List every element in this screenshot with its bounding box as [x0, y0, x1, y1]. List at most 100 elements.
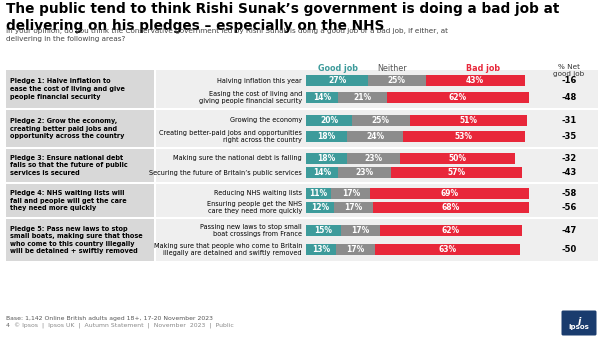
- Text: -16: -16: [561, 76, 577, 85]
- Bar: [306, 167, 338, 178]
- Bar: [375, 244, 520, 255]
- Bar: [341, 225, 380, 236]
- Text: Pledge 3: Ensure national debt
falls so that the future of public
services is se: Pledge 3: Ensure national debt falls so …: [10, 155, 128, 176]
- Bar: [426, 75, 524, 86]
- Text: 15%: 15%: [314, 226, 332, 235]
- Bar: [306, 202, 334, 213]
- Bar: [403, 131, 524, 142]
- Text: 14%: 14%: [313, 93, 331, 102]
- Text: 12%: 12%: [311, 203, 329, 212]
- Text: 53%: 53%: [455, 132, 473, 141]
- Text: i: i: [577, 317, 581, 327]
- Text: 63%: 63%: [438, 245, 456, 254]
- Text: 62%: 62%: [442, 226, 460, 235]
- Text: 69%: 69%: [441, 189, 459, 198]
- Text: Good job: Good job: [318, 64, 358, 73]
- Text: 27%: 27%: [328, 76, 346, 85]
- Text: ipsos: ipsos: [568, 324, 589, 330]
- Bar: [338, 92, 386, 103]
- Bar: [306, 75, 368, 86]
- Bar: [306, 115, 352, 126]
- Text: -32: -32: [562, 154, 577, 163]
- Text: 50%: 50%: [449, 154, 467, 163]
- Text: 17%: 17%: [342, 189, 360, 198]
- Text: In your opinion, do you think the Conservative government led by Rishi Sunak is : In your opinion, do you think the Conser…: [6, 28, 448, 42]
- Bar: [6, 219, 154, 261]
- Bar: [334, 202, 373, 213]
- Text: 24%: 24%: [366, 132, 384, 141]
- Text: 25%: 25%: [372, 116, 389, 125]
- Text: -31: -31: [562, 116, 577, 125]
- Bar: [391, 167, 522, 178]
- Text: 14%: 14%: [313, 168, 331, 177]
- Bar: [347, 153, 400, 164]
- Text: % Net
good job: % Net good job: [553, 64, 585, 77]
- Text: Making sure that people who come to Britain
illegally are detained and swiftly r: Making sure that people who come to Brit…: [154, 243, 302, 256]
- Text: 18%: 18%: [318, 132, 336, 141]
- Bar: [156, 149, 598, 182]
- Text: 11%: 11%: [309, 189, 327, 198]
- Bar: [336, 244, 375, 255]
- Text: -47: -47: [562, 226, 577, 235]
- Bar: [331, 188, 370, 199]
- Text: Reducing NHS waiting lists: Reducing NHS waiting lists: [214, 190, 302, 196]
- Text: Base: 1,142 Online British adults aged 18+, 17-20 November 2023: Base: 1,142 Online British adults aged 1…: [6, 316, 213, 321]
- Bar: [6, 149, 154, 182]
- Text: Securing the future of Britain’s public services: Securing the future of Britain’s public …: [149, 170, 302, 176]
- Text: 18%: 18%: [318, 154, 336, 163]
- Text: Halving inflation this year: Halving inflation this year: [217, 78, 302, 83]
- Text: 17%: 17%: [351, 226, 369, 235]
- Text: -56: -56: [561, 203, 577, 212]
- Bar: [6, 110, 154, 147]
- FancyBboxPatch shape: [562, 311, 597, 336]
- Bar: [338, 167, 391, 178]
- Text: Making sure the national debt is falling: Making sure the national debt is falling: [173, 155, 302, 161]
- Text: 13%: 13%: [312, 245, 330, 254]
- Text: 17%: 17%: [344, 203, 362, 212]
- Text: 21%: 21%: [353, 93, 371, 102]
- Bar: [306, 131, 347, 142]
- Bar: [368, 75, 426, 86]
- Text: -35: -35: [562, 132, 577, 141]
- Bar: [352, 115, 409, 126]
- Bar: [6, 70, 154, 108]
- Bar: [306, 244, 336, 255]
- Bar: [409, 115, 527, 126]
- Bar: [370, 188, 529, 199]
- Bar: [380, 225, 522, 236]
- Bar: [6, 184, 154, 217]
- Text: -48: -48: [562, 93, 577, 102]
- Bar: [156, 219, 598, 261]
- Text: 68%: 68%: [442, 203, 460, 212]
- Text: 23%: 23%: [356, 168, 374, 177]
- Text: 51%: 51%: [459, 116, 477, 125]
- Text: Passing new laws to stop small
boat crossings from France: Passing new laws to stop small boat cros…: [200, 224, 302, 237]
- Text: Bad job: Bad job: [466, 64, 500, 73]
- Bar: [373, 202, 529, 213]
- Text: 17%: 17%: [346, 245, 365, 254]
- Text: 20%: 20%: [320, 116, 338, 125]
- Text: 23%: 23%: [365, 154, 383, 163]
- Text: 4: 4: [6, 323, 10, 328]
- Text: Pledge 5: Pass new laws to stop
small boats, making sure that those
who come to : Pledge 5: Pass new laws to stop small bo…: [10, 226, 143, 254]
- Text: © Ipsos  |  Ipsos UK  |  Autumn Statement  |  November  2023  |  Public: © Ipsos | Ipsos UK | Autumn Statement | …: [14, 323, 234, 329]
- Bar: [306, 188, 331, 199]
- Text: 62%: 62%: [448, 93, 467, 102]
- Bar: [156, 110, 598, 147]
- Text: Growing the economy: Growing the economy: [230, 117, 302, 123]
- Bar: [156, 70, 598, 108]
- Bar: [306, 225, 341, 236]
- Bar: [400, 153, 515, 164]
- Text: 43%: 43%: [466, 76, 484, 85]
- Text: The public tend to think Rishi Sunak’s government is doing a bad job at
deliveri: The public tend to think Rishi Sunak’s g…: [6, 2, 559, 33]
- Text: -43: -43: [562, 168, 577, 177]
- Bar: [347, 131, 403, 142]
- Text: Pledge 2: Grow the economy,
creating better paid jobs and
opportunity across the: Pledge 2: Grow the economy, creating bet…: [10, 118, 125, 139]
- Bar: [386, 92, 529, 103]
- Text: 57%: 57%: [448, 168, 466, 177]
- Text: -50: -50: [562, 245, 577, 254]
- Text: -58: -58: [562, 189, 577, 198]
- Text: Pledge 4: NHS waiting lists will
fall and people will get the care
they need mor: Pledge 4: NHS waiting lists will fall an…: [10, 190, 126, 211]
- Text: Neither: Neither: [377, 64, 407, 73]
- Text: Easing the cost of living and
giving people financial security: Easing the cost of living and giving peo…: [199, 91, 302, 104]
